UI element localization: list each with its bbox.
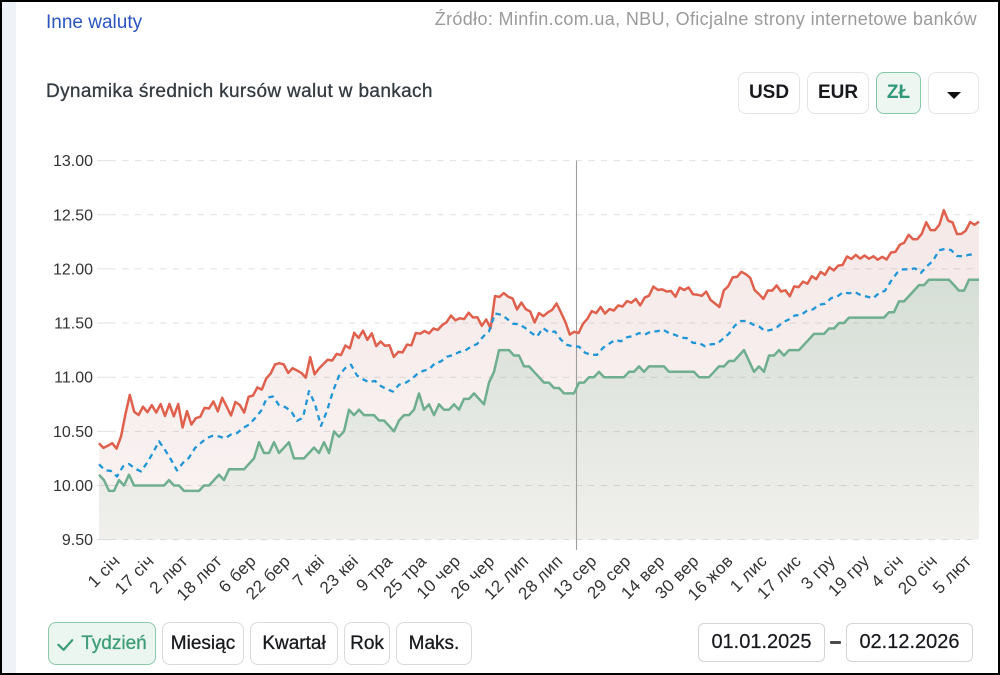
svg-text:11.00: 11.00	[54, 370, 93, 387]
svg-text:17 січ: 17 січ	[111, 551, 158, 598]
svg-text:10.00: 10.00	[53, 478, 93, 495]
svg-text:11.50: 11.50	[54, 316, 93, 333]
svg-text:13.00: 13.00	[53, 153, 93, 170]
svg-text:20 січ: 20 січ	[894, 551, 941, 598]
svg-text:12.50: 12.50	[53, 207, 93, 224]
svg-text:5 лют: 5 лют	[929, 551, 975, 597]
svg-text:10.50: 10.50	[53, 424, 93, 441]
svg-text:23 кві: 23 кві	[316, 551, 362, 597]
svg-text:12.00: 12.00	[53, 261, 93, 278]
svg-text:9.50: 9.50	[62, 532, 93, 549]
